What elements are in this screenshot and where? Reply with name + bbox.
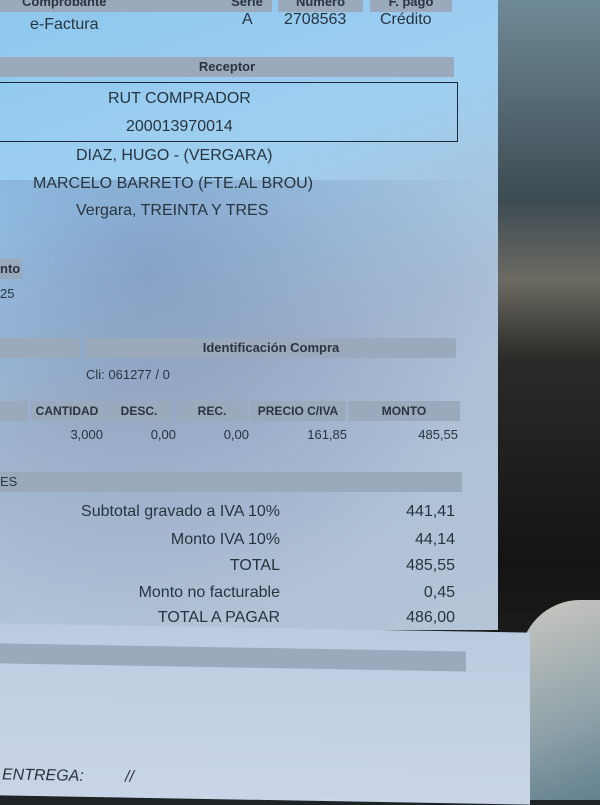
- invoice-lower-page: ENTREGA: //: [0, 623, 530, 805]
- fpago-value: Crédito: [380, 11, 432, 28]
- totals-header: ES: [0, 472, 462, 492]
- receptor-name: DIAZ, HUGO - (VERGARA): [76, 147, 273, 164]
- cell-precio: 161,85: [307, 427, 347, 442]
- cell-desc: 0,00: [150, 427, 176, 442]
- column-header-fragment: [0, 401, 28, 421]
- column-rec: REC.: [177, 401, 247, 421]
- total-label-subtotal: Subtotal gravado a IVA 10%: [81, 503, 280, 520]
- total-value-no-facturable: 0,45: [423, 584, 455, 601]
- rut-value: 200013970014: [126, 118, 233, 135]
- column-cantidad: CANTIDAD: [31, 401, 103, 421]
- numero-value: 2708563: [284, 11, 347, 28]
- cell-monto: 485,55: [418, 427, 458, 442]
- fragment-label: nto: [0, 259, 22, 279]
- background-seat: [520, 600, 600, 800]
- total-value-total: 485,55: [406, 557, 455, 574]
- cell-rec: 0,00: [223, 427, 249, 442]
- column-desc: DESC.: [105, 401, 173, 421]
- comprobante-label: Comprobante: [0, 0, 247, 12]
- cell-cantidad: 3,000: [70, 427, 103, 442]
- total-label-a-pagar: TOTAL A PAGAR: [157, 609, 280, 626]
- invoice-paper: Comprobante Serie Número F. pago e-Factu…: [0, 0, 498, 640]
- empty-header-bar: [0, 338, 80, 358]
- fragment-value: 25: [0, 286, 15, 301]
- receptor-address: MARCELO BARRETO (FTE.AL BROU): [33, 175, 314, 192]
- column-monto: MONTO: [348, 401, 460, 421]
- serie-value: A: [242, 11, 253, 28]
- comprobante-value: e-Factura: [30, 16, 99, 33]
- rut-label: RUT COMPRADOR: [108, 90, 251, 107]
- serie-label: Serie: [222, 0, 272, 12]
- total-value-iva: 44,14: [414, 531, 455, 548]
- numero-label: Número: [278, 0, 363, 12]
- total-label-iva: Monto IVA 10%: [170, 531, 280, 548]
- receptor-title: Receptor: [0, 57, 454, 77]
- cliente-id: Cli: 061277 / 0: [86, 367, 170, 382]
- identificacion-title: Identificación Compra: [86, 338, 456, 358]
- total-value-a-pagar: 486,00: [406, 609, 455, 626]
- total-label-no-facturable: Monto no facturable: [138, 584, 280, 601]
- entrega-label: ENTREGA:: [2, 766, 84, 785]
- total-value-subtotal: 441,41: [406, 503, 455, 520]
- column-precio: PRECIO C/IVA: [250, 401, 346, 421]
- total-label-total: TOTAL: [229, 557, 280, 574]
- lower-header-bar: [0, 643, 466, 672]
- rut-box: [0, 82, 458, 142]
- fpago-label: F. pago: [370, 0, 452, 12]
- entrega-value: //: [125, 768, 134, 786]
- receptor-city: Vergara, TREINTA Y TRES: [76, 202, 269, 219]
